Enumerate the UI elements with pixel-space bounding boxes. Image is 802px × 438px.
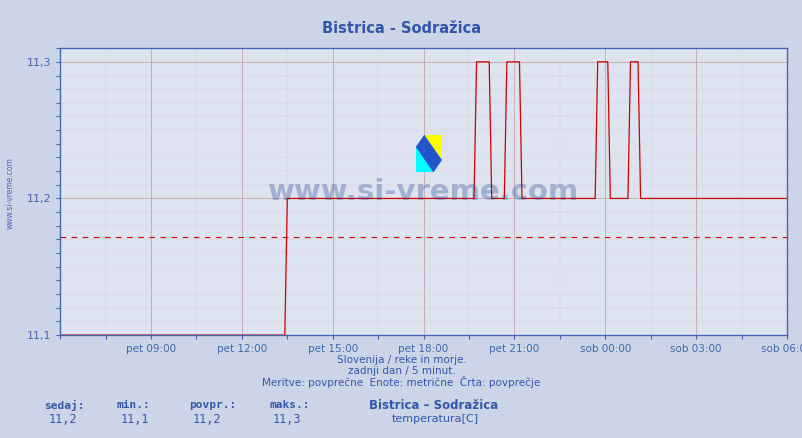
Text: povpr.:: povpr.: [188,400,236,410]
Text: maks.:: maks.: [269,400,309,410]
Text: 11,3: 11,3 [273,413,301,426]
Text: zadnji dan / 5 minut.: zadnji dan / 5 minut. [347,366,455,376]
Text: Slovenija / reke in morje.: Slovenija / reke in morje. [336,355,466,365]
Polygon shape [424,135,441,159]
Text: www.si-vreme.com: www.si-vreme.com [268,178,578,205]
Text: 11,2: 11,2 [192,413,221,426]
Text: Bistrica - Sodražica: Bistrica - Sodražica [322,21,480,36]
Text: Meritve: povprečne  Enote: metrične  Črta: povprečje: Meritve: povprečne Enote: metrične Črta:… [262,376,540,388]
Text: 11,2: 11,2 [48,413,76,426]
Text: min.:: min.: [116,400,150,410]
Text: temperatura[C]: temperatura[C] [391,414,478,424]
Polygon shape [415,148,432,173]
Text: sedaj:: sedaj: [44,399,84,411]
Text: Bistrica – Sodražica: Bistrica – Sodražica [369,399,498,412]
Text: 11,1: 11,1 [120,413,148,426]
Text: www.si-vreme.com: www.si-vreme.com [6,157,15,229]
Polygon shape [415,135,441,173]
